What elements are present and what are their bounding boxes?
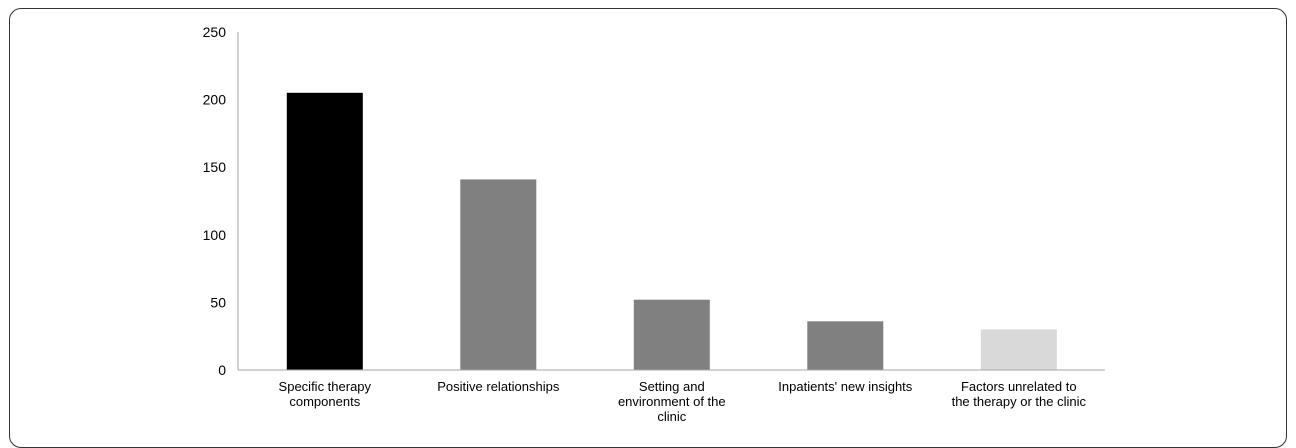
category-label-line: clinic	[657, 409, 686, 424]
bar-1	[286, 92, 363, 371]
bar-chart: 0 50 100 150 200 250 Specific therapy component…	[203, 24, 1105, 424]
category-label-line: Positive relationships	[437, 379, 560, 394]
y-tick-label: 100	[203, 227, 227, 243]
category-label-line: Setting and	[639, 379, 705, 394]
y-tick-label: 50	[210, 294, 226, 310]
y-tick-label: 150	[203, 159, 227, 175]
bar-4	[807, 321, 884, 370]
y-tick-label: 0	[218, 362, 226, 378]
category-label-line: Specific therapy	[279, 379, 372, 394]
category-label-line: Factors unrelated to	[961, 379, 1077, 394]
category-label-line: Inpatients' new insights	[778, 379, 913, 394]
category-label: Factors unrelated to the therapy or the c…	[952, 379, 1087, 409]
category-label: Setting and environment of the clinic	[618, 379, 726, 424]
category-label: Inpatients' new insights	[778, 379, 913, 394]
bar-3	[633, 299, 710, 370]
y-tick-label: 250	[203, 24, 227, 40]
category-label-line: components	[289, 394, 360, 409]
y-tick-label: 200	[203, 92, 227, 108]
category-label: Positive relationships	[437, 379, 560, 394]
category-label: Specific therapy components	[279, 379, 372, 409]
bar-2	[460, 179, 537, 370]
bar-5	[980, 329, 1057, 370]
category-label-line: environment of the	[618, 394, 726, 409]
category-label-line: the therapy or the clinic	[952, 394, 1087, 409]
figure-frame	[9, 8, 1287, 448]
